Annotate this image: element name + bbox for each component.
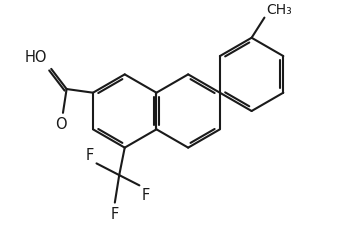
Text: F: F <box>111 206 119 221</box>
Text: F: F <box>142 187 150 202</box>
Text: F: F <box>86 147 94 162</box>
Text: CH₃: CH₃ <box>266 3 292 17</box>
Text: O: O <box>55 116 67 131</box>
Text: HO: HO <box>25 50 48 65</box>
